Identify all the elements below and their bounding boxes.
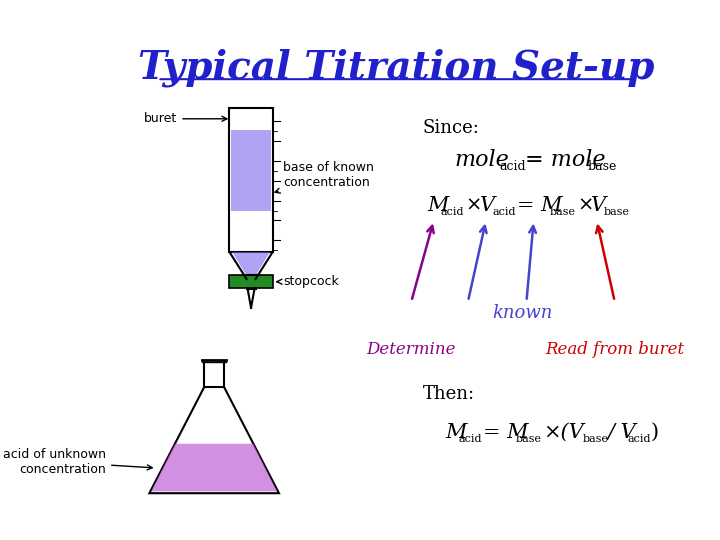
Text: base: base xyxy=(582,434,608,444)
Text: known: known xyxy=(492,304,552,322)
Text: Determine: Determine xyxy=(366,341,456,357)
Text: base: base xyxy=(516,434,541,444)
Polygon shape xyxy=(230,108,273,252)
Text: acid: acid xyxy=(458,434,482,444)
Text: V: V xyxy=(591,195,606,215)
Text: ×: × xyxy=(465,195,482,215)
Text: acid of unknown
concentration: acid of unknown concentration xyxy=(3,448,152,476)
Text: buret: buret xyxy=(144,112,227,125)
Text: acid: acid xyxy=(500,160,526,173)
Text: base of known
concentration: base of known concentration xyxy=(275,161,374,193)
Text: = M: = M xyxy=(483,422,528,442)
Text: acid: acid xyxy=(440,207,464,218)
Text: acid: acid xyxy=(627,434,651,444)
Text: ): ) xyxy=(651,422,659,442)
Text: Read from buret: Read from buret xyxy=(545,341,684,357)
Polygon shape xyxy=(230,275,273,288)
Text: M: M xyxy=(446,422,467,442)
Text: base: base xyxy=(588,160,617,173)
Text: ×(V: ×(V xyxy=(543,422,583,442)
Polygon shape xyxy=(149,387,279,493)
Text: acid: acid xyxy=(492,207,516,218)
Text: stopcock: stopcock xyxy=(277,275,339,288)
Text: = M: = M xyxy=(518,195,563,215)
Text: Then:: Then: xyxy=(423,385,475,403)
Polygon shape xyxy=(232,252,270,279)
Text: = mole: = mole xyxy=(525,149,606,171)
Text: V: V xyxy=(480,195,495,215)
Polygon shape xyxy=(151,444,277,491)
Text: base: base xyxy=(604,207,630,218)
Text: mole: mole xyxy=(454,149,509,171)
Text: M: M xyxy=(428,195,449,215)
Text: Typical Titration Set-up: Typical Titration Set-up xyxy=(138,48,654,87)
Text: Since:: Since: xyxy=(423,119,480,137)
Text: ×: × xyxy=(577,195,593,215)
Text: base: base xyxy=(550,207,576,218)
Text: / V: / V xyxy=(608,422,636,442)
Polygon shape xyxy=(231,131,271,212)
